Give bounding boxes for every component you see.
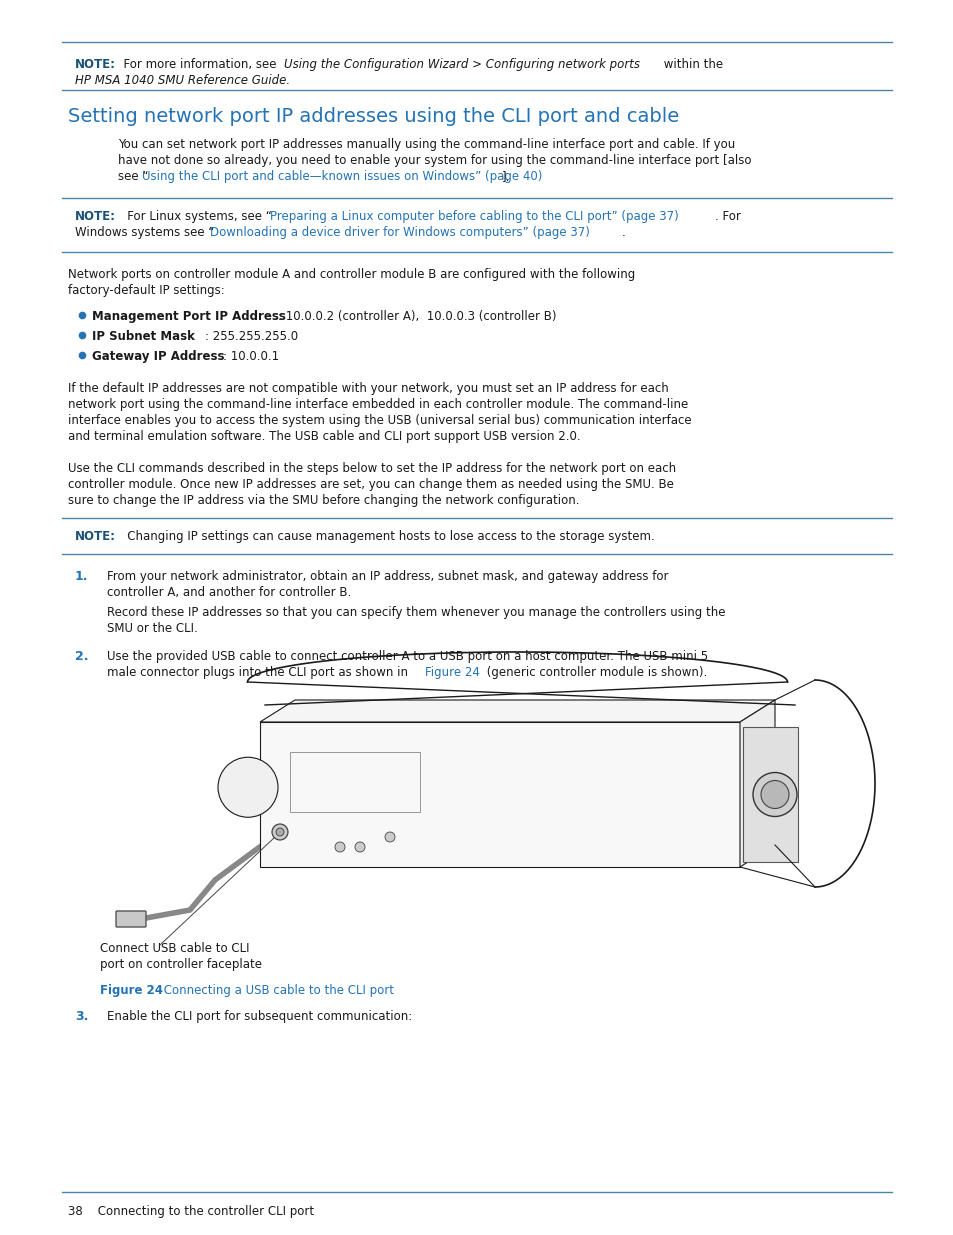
Text: (generic controller module is shown).: (generic controller module is shown). bbox=[482, 666, 706, 679]
Text: You can set network port IP addresses manually using the command-line interface : You can set network port IP addresses ma… bbox=[118, 138, 735, 151]
Text: Network ports on controller module A and controller module B are configured with: Network ports on controller module A and… bbox=[68, 268, 635, 282]
Text: ].: ]. bbox=[501, 170, 510, 183]
Text: sure to change the IP address via the SMU before changing the network configurat: sure to change the IP address via the SM… bbox=[68, 494, 578, 508]
Text: Connecting a USB cable to the CLI port: Connecting a USB cable to the CLI port bbox=[160, 984, 394, 997]
Text: NOTE:: NOTE: bbox=[75, 58, 116, 70]
Circle shape bbox=[355, 842, 365, 852]
Circle shape bbox=[335, 842, 345, 852]
Text: 1.: 1. bbox=[75, 571, 89, 583]
Text: Windows systems see “: Windows systems see “ bbox=[75, 226, 214, 240]
Text: Connect USB cable to CLI: Connect USB cable to CLI bbox=[100, 942, 250, 955]
Text: Host Interface: Host Interface bbox=[299, 764, 363, 773]
Circle shape bbox=[218, 757, 277, 818]
Text: HP MSA 1040 SMU Reference Guide.: HP MSA 1040 SMU Reference Guide. bbox=[75, 74, 290, 86]
Text: Management Port IP Address: Management Port IP Address bbox=[91, 310, 286, 324]
Text: : 10.0.0.1: : 10.0.0.1 bbox=[223, 350, 279, 363]
Text: SMU or the CLI.: SMU or the CLI. bbox=[107, 622, 197, 635]
Text: and terminal emulation software. The USB cable and CLI port support USB version : and terminal emulation software. The USB… bbox=[68, 430, 580, 443]
Text: Using the Configuration Wizard > Configuring network ports: Using the Configuration Wizard > Configu… bbox=[284, 58, 639, 70]
Text: Use the provided USB cable to connect controller A to a USB port on a host compu: Use the provided USB cable to connect co… bbox=[107, 650, 707, 663]
Text: . For: . For bbox=[714, 210, 740, 224]
Polygon shape bbox=[260, 722, 740, 867]
Text: If the default IP addresses are not compatible with your network, you must set a: If the default IP addresses are not comp… bbox=[68, 382, 668, 395]
Text: NOTE:: NOTE: bbox=[75, 210, 116, 224]
Circle shape bbox=[275, 827, 284, 836]
Text: Preparing a Linux computer before cabling to the CLI port” (page 37): Preparing a Linux computer before cablin… bbox=[270, 210, 678, 224]
Text: Figure 24: Figure 24 bbox=[100, 984, 163, 997]
Text: network port using the command-line interface embedded in each controller module: network port using the command-line inte… bbox=[68, 398, 687, 411]
Text: : 255.255.255.0: : 255.255.255.0 bbox=[205, 330, 297, 343]
FancyBboxPatch shape bbox=[116, 911, 146, 927]
Text: Enable the CLI port for subsequent communication:: Enable the CLI port for subsequent commu… bbox=[107, 1010, 412, 1023]
Polygon shape bbox=[260, 700, 774, 722]
Text: .: . bbox=[621, 226, 625, 240]
Text: 2.: 2. bbox=[75, 650, 89, 663]
Text: Setting network port IP addresses using the CLI port and cable: Setting network port IP addresses using … bbox=[68, 107, 679, 126]
Text: port on controller faceplate: port on controller faceplate bbox=[100, 958, 262, 971]
Text: Gateway IP Address: Gateway IP Address bbox=[91, 350, 224, 363]
Text: see “: see “ bbox=[118, 170, 149, 183]
Text: NOTE:: NOTE: bbox=[75, 530, 116, 543]
Text: For more information, see: For more information, see bbox=[116, 58, 280, 70]
Circle shape bbox=[760, 781, 788, 809]
Text: 38    Connecting to the controller CLI port: 38 Connecting to the controller CLI port bbox=[68, 1205, 314, 1218]
Text: : 10.0.0.2 (controller A),  10.0.0.3 (controller B): : 10.0.0.2 (controller A), 10.0.0.3 (con… bbox=[277, 310, 556, 324]
Text: within the: within the bbox=[659, 58, 722, 70]
Text: Not Shown: Not Shown bbox=[299, 778, 349, 787]
Text: Record these IP addresses so that you can specify them whenever you manage the c: Record these IP addresses so that you ca… bbox=[107, 606, 724, 619]
Polygon shape bbox=[742, 727, 797, 862]
Circle shape bbox=[272, 824, 288, 840]
Text: Using the CLI port and cable—known issues on Windows” (page 40): Using the CLI port and cable—known issue… bbox=[142, 170, 542, 183]
Text: Figure 24: Figure 24 bbox=[424, 666, 479, 679]
Text: have not done so already, you need to enable your system for using the command-l: have not done so already, you need to en… bbox=[118, 154, 751, 167]
Text: factory-default IP settings:: factory-default IP settings: bbox=[68, 284, 225, 296]
Polygon shape bbox=[740, 700, 774, 867]
Text: From your network administrator, obtain an IP address, subnet mask, and gateway : From your network administrator, obtain … bbox=[107, 571, 668, 583]
Text: Changing IP settings can cause management hosts to lose access to the storage sy: Changing IP settings can cause managemen… bbox=[116, 530, 654, 543]
Text: For Linux systems, see “: For Linux systems, see “ bbox=[116, 210, 272, 224]
Text: Downloading a device driver for Windows computers” (page 37): Downloading a device driver for Windows … bbox=[210, 226, 589, 240]
Text: interface enables you to access the system using the USB (universal serial bus) : interface enables you to access the syst… bbox=[68, 414, 691, 427]
Circle shape bbox=[752, 773, 796, 816]
Text: controller A, and another for controller B.: controller A, and another for controller… bbox=[107, 585, 351, 599]
Text: controller module. Once new IP addresses are set, you can change them as needed : controller module. Once new IP addresses… bbox=[68, 478, 673, 492]
Circle shape bbox=[385, 832, 395, 842]
Text: Use the CLI commands described in the steps below to set the IP address for the : Use the CLI commands described in the st… bbox=[68, 462, 676, 475]
Text: IP Subnet Mask: IP Subnet Mask bbox=[91, 330, 194, 343]
Text: male connector plugs into the CLI port as shown in: male connector plugs into the CLI port a… bbox=[107, 666, 412, 679]
Text: 3.: 3. bbox=[75, 1010, 89, 1023]
Bar bbox=[290, 752, 419, 811]
